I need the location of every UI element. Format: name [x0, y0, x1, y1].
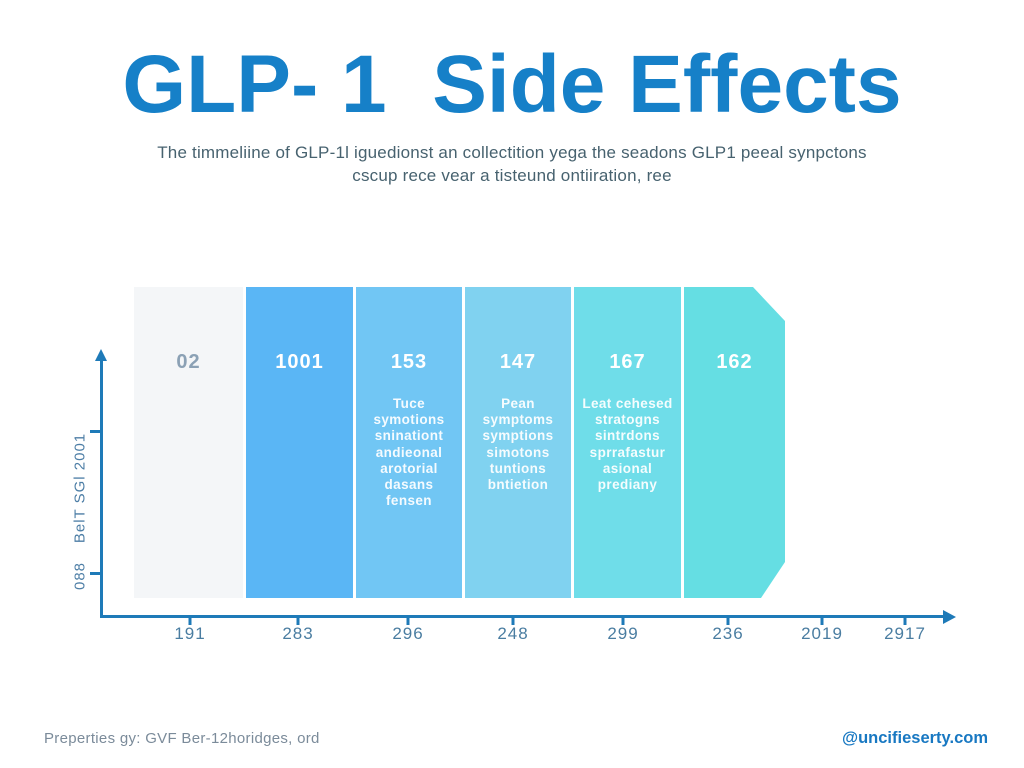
- bar-segment-3: 153 Tuce symotions sninationt andieonal …: [356, 287, 462, 598]
- footer-handle: @uncifieserty.com: [842, 729, 988, 747]
- segment-label: Leat cehesed stratogns sintrdons sprrafa…: [582, 396, 673, 492]
- bar-segment-4: 147 Pean symptoms symptions simotons tun…: [465, 287, 571, 598]
- y-axis-tick: [90, 572, 101, 575]
- y-axis-label-lower: 088: [71, 561, 89, 591]
- x-axis-tick: [621, 615, 625, 625]
- x-axis-tick-label: 2917: [884, 624, 926, 643]
- y-axis-line: [100, 360, 103, 618]
- x-axis-tick: [511, 615, 515, 625]
- segment-value: 153: [390, 351, 428, 373]
- segment-value: 1001: [275, 351, 324, 373]
- x-axis-tick-label: 236: [712, 624, 744, 643]
- x-axis-tick: [188, 615, 192, 625]
- page-title: GLP- 1 Side Effects: [122, 39, 902, 130]
- x-axis-line: [100, 615, 945, 618]
- bar-segment-5: 167 Leat cehesed stratogns sintrdons spr…: [574, 287, 681, 598]
- segment-label: Pean symptoms symptions simotons tuntion…: [482, 396, 554, 492]
- x-axis-tick: [296, 615, 300, 625]
- page-subtitle: The timmeliine of GLP-1l iguedionst an c…: [0, 141, 1024, 188]
- x-axis-tick: [726, 615, 730, 625]
- x-axis-tick: [406, 615, 410, 625]
- footer-credit: Preperties gy: GVF Ber-12horidges, ord: [44, 730, 320, 747]
- x-axis-tick: [903, 615, 907, 625]
- bar-segments: 02 1001 153 Tuce symotions sninationt an…: [134, 287, 785, 598]
- segment-label: Tuce symotions sninationt andieonal arot…: [373, 396, 445, 509]
- bar-segment-1: 02: [134, 287, 243, 598]
- y-axis-label-upper: BelT SGl 2001: [71, 432, 89, 544]
- x-axis-tick: [820, 615, 824, 625]
- segment-value: 167: [609, 351, 646, 373]
- segment-value: 147: [499, 351, 537, 373]
- x-axis-tick-label: 283: [282, 624, 314, 643]
- subtitle-line-2: cscup rece vear a tisteund ontiiration, …: [352, 166, 672, 186]
- bar-segment-6: 162: [684, 287, 785, 598]
- x-axis-tick-label: 2019: [801, 624, 843, 643]
- x-axis-tick-label: 296: [392, 624, 424, 643]
- segment-value: 162: [716, 351, 753, 373]
- x-axis-arrow-icon: [943, 609, 956, 624]
- segment-value: 02: [176, 351, 201, 373]
- bar-segment-2: 1001: [246, 287, 353, 598]
- x-axis-tick-label: 191: [174, 624, 206, 643]
- y-axis-arrow-icon: [95, 349, 107, 361]
- subtitle-line-1: The timmeliine of GLP-1l iguedionst an c…: [157, 143, 867, 162]
- x-axis-tick-label: 299: [607, 624, 639, 643]
- y-axis-tick: [90, 430, 101, 433]
- x-axis-tick-label: 248: [497, 624, 529, 643]
